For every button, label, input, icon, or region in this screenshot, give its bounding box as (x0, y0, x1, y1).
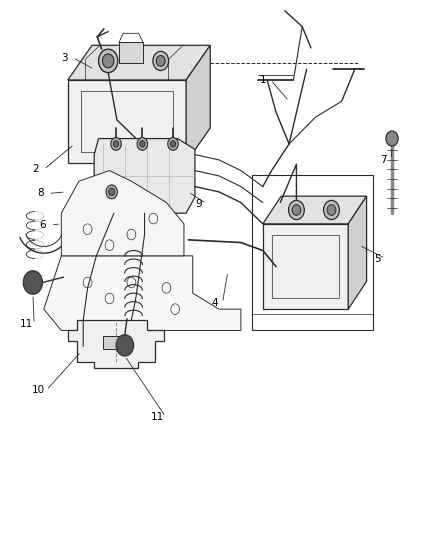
Bar (103, 336, 129, 349)
Polygon shape (348, 196, 367, 309)
Polygon shape (44, 256, 241, 330)
Text: 11: 11 (151, 412, 164, 422)
Polygon shape (68, 80, 186, 163)
Text: 9: 9 (195, 199, 202, 208)
Circle shape (168, 138, 178, 150)
Text: 8: 8 (37, 189, 44, 198)
Text: 10: 10 (32, 385, 45, 395)
Circle shape (137, 138, 148, 150)
Circle shape (106, 185, 117, 199)
Text: 7: 7 (380, 155, 387, 165)
Text: 5: 5 (374, 254, 381, 263)
Bar (81, 91, 173, 152)
Circle shape (116, 335, 134, 356)
Polygon shape (263, 224, 348, 309)
Polygon shape (263, 196, 367, 224)
Text: 2: 2 (32, 165, 39, 174)
Circle shape (23, 271, 42, 294)
Polygon shape (186, 45, 210, 163)
Circle shape (111, 138, 121, 150)
Circle shape (113, 141, 119, 147)
Polygon shape (94, 139, 195, 213)
Circle shape (327, 205, 336, 215)
Circle shape (324, 200, 339, 220)
Text: 4: 4 (211, 298, 218, 308)
Text: 11: 11 (20, 319, 33, 329)
Circle shape (292, 205, 301, 215)
Bar (252, 175, 373, 330)
Bar (119, 43, 143, 63)
Circle shape (99, 49, 118, 72)
Text: 6: 6 (39, 220, 46, 230)
Circle shape (140, 141, 145, 147)
Circle shape (109, 188, 115, 196)
Text: 1: 1 (259, 75, 266, 85)
Bar (272, 235, 339, 298)
Circle shape (386, 131, 398, 146)
Circle shape (170, 141, 176, 147)
Circle shape (289, 200, 304, 220)
Polygon shape (68, 320, 164, 368)
Circle shape (153, 51, 169, 70)
Circle shape (156, 55, 165, 66)
Polygon shape (61, 171, 184, 256)
Polygon shape (68, 45, 210, 80)
Text: 3: 3 (61, 53, 68, 62)
Circle shape (102, 54, 114, 68)
